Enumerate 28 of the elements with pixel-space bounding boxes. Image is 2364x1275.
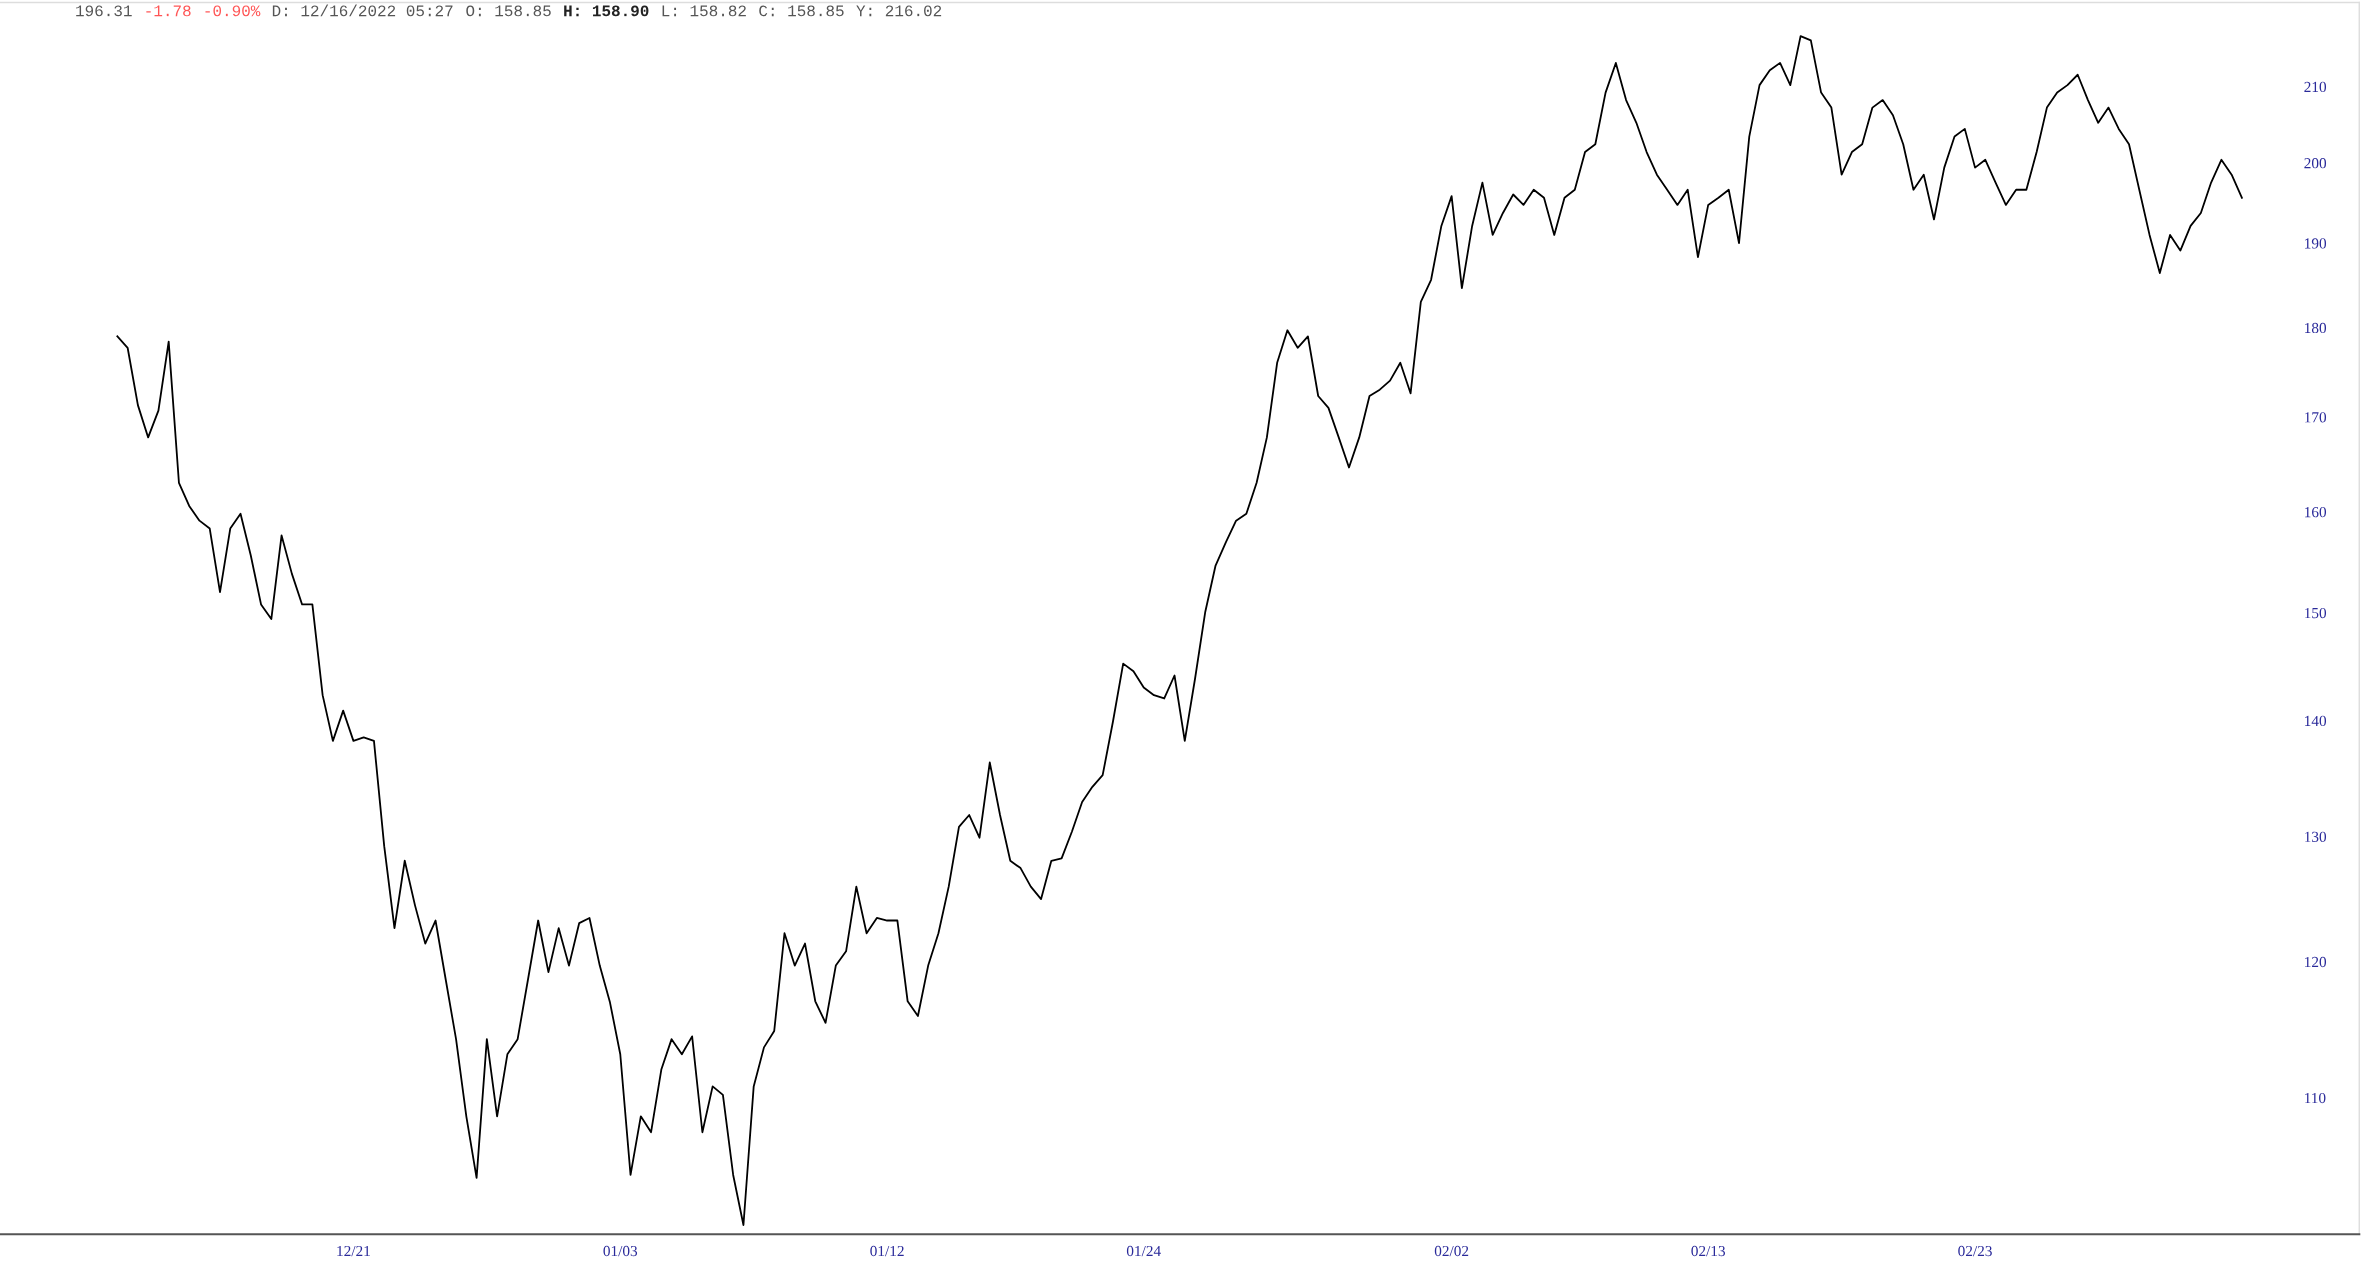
y-tick-label: 120 bbox=[2305, 956, 2327, 968]
annotation: -0.90% bbox=[205, 5, 261, 17]
y-tick-label: 180 bbox=[2305, 322, 2327, 334]
annotation: 196.31 bbox=[76, 5, 132, 17]
x-tick-label: 01/24 bbox=[1126, 1245, 1161, 1257]
y-tick-label: 190 bbox=[2305, 238, 2327, 249]
y-tick-label: 110 bbox=[2305, 1092, 2326, 1104]
y-tick-label: 150 bbox=[2305, 607, 2327, 619]
x-tick-label: 01/12 bbox=[870, 1245, 904, 1257]
annotation: D: 12/16/2022 05:27 bbox=[272, 4, 453, 17]
annotation: -1.78 bbox=[146, 5, 191, 17]
y-tick-label: 210 bbox=[2304, 81, 2327, 93]
line-series bbox=[116, 35, 2243, 1226]
annotation: C: 158.85 bbox=[759, 5, 844, 17]
annotation: Y: 216.02 bbox=[856, 5, 942, 17]
annotation: O: 158.85 bbox=[466, 5, 551, 17]
x-tick-label: 02/13 bbox=[1691, 1245, 1726, 1257]
y-tick-label: 130 bbox=[2305, 831, 2327, 842]
x-tick-label: 12/21 bbox=[337, 1245, 370, 1257]
annotation: L: 158.82 bbox=[662, 5, 746, 17]
y-tick-label: 170 bbox=[2305, 412, 2327, 423]
y-tick-label: 160 bbox=[2305, 506, 2327, 518]
x-tick-label: 02/23 bbox=[1958, 1245, 1992, 1257]
x-tick-label: 02/02 bbox=[1434, 1245, 1469, 1257]
x-tick-label: 01/03 bbox=[603, 1245, 638, 1257]
annotation: H: 158.90 bbox=[564, 5, 649, 17]
y-tick-label: 200 bbox=[2304, 158, 2327, 169]
y-tick-label: 140 bbox=[2305, 715, 2327, 727]
